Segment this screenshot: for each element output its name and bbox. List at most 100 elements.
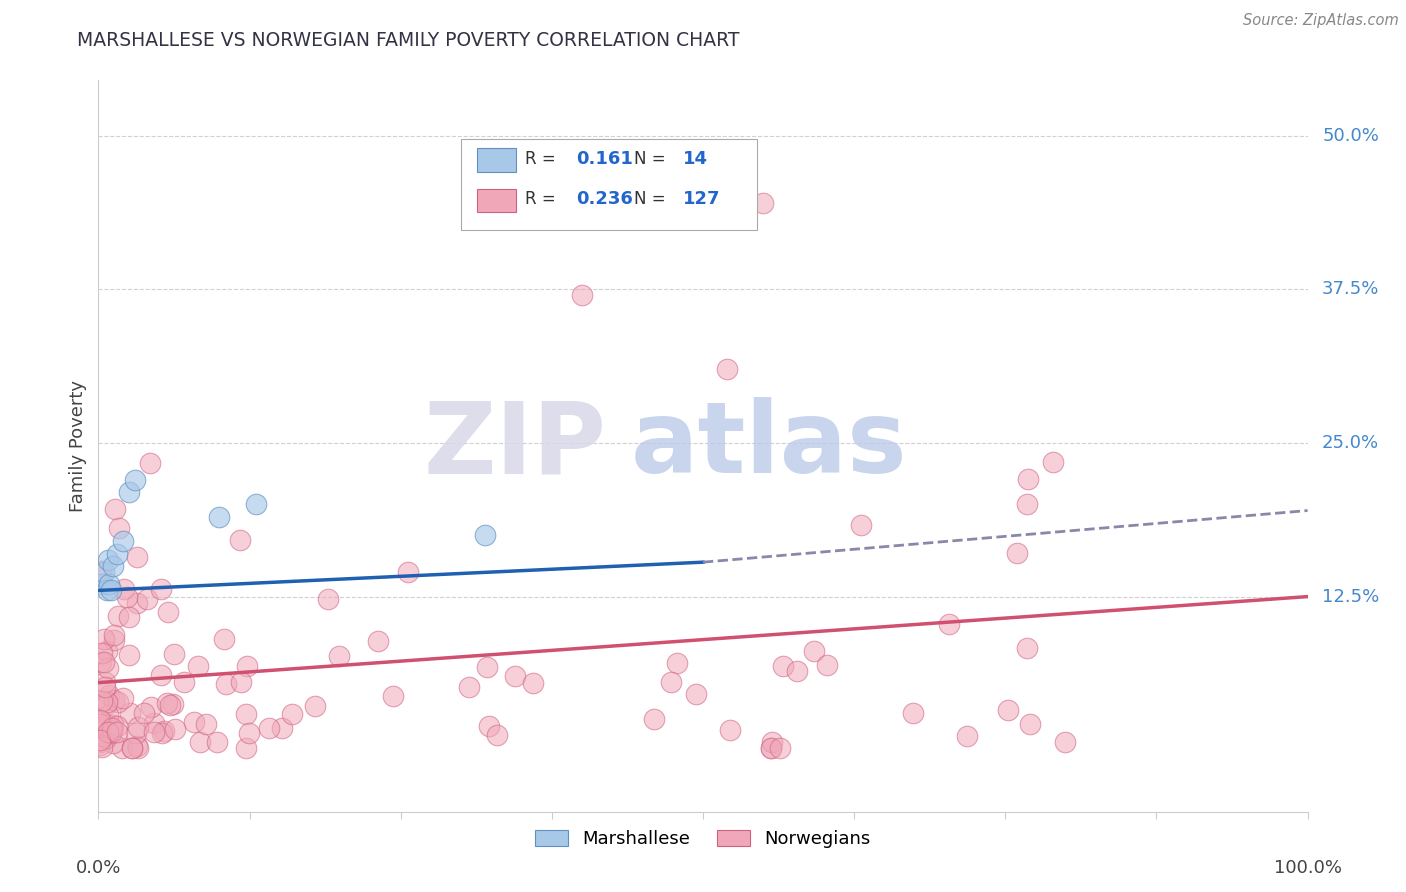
Point bbox=[328, 649, 350, 664]
Point bbox=[475, 660, 498, 674]
Point bbox=[101, 735, 124, 749]
Point bbox=[685, 688, 707, 702]
Point bbox=[111, 534, 134, 549]
Point bbox=[304, 698, 326, 713]
Point bbox=[1018, 717, 1040, 731]
Point bbox=[97, 552, 120, 566]
Point bbox=[96, 697, 118, 711]
Point bbox=[316, 592, 339, 607]
Point bbox=[142, 724, 165, 739]
Point bbox=[104, 502, 127, 516]
Point bbox=[118, 485, 141, 500]
Point bbox=[997, 703, 1019, 717]
Text: 12.5%: 12.5% bbox=[1322, 588, 1379, 606]
Point bbox=[485, 728, 508, 742]
Point bbox=[720, 723, 742, 737]
Point bbox=[127, 740, 149, 755]
Text: 37.5%: 37.5% bbox=[1322, 280, 1379, 298]
Point bbox=[215, 677, 238, 691]
Point bbox=[94, 716, 117, 731]
Point bbox=[571, 288, 593, 302]
Point bbox=[214, 632, 236, 646]
Point bbox=[761, 740, 783, 755]
Point bbox=[90, 646, 112, 660]
Point bbox=[478, 718, 501, 732]
Point bbox=[100, 725, 122, 739]
Point bbox=[89, 713, 111, 727]
Point bbox=[772, 659, 794, 673]
Text: 127: 127 bbox=[682, 190, 720, 208]
Point bbox=[149, 668, 172, 682]
Point bbox=[107, 608, 129, 623]
Point bbox=[666, 657, 689, 671]
Point bbox=[815, 657, 838, 672]
Point bbox=[96, 731, 118, 746]
Point bbox=[112, 582, 135, 597]
FancyBboxPatch shape bbox=[477, 148, 516, 171]
Point bbox=[89, 734, 111, 748]
Point bbox=[162, 697, 184, 711]
Point bbox=[1042, 455, 1064, 469]
Point bbox=[1005, 546, 1028, 560]
Point bbox=[235, 740, 257, 755]
Point bbox=[94, 680, 117, 694]
Point bbox=[108, 521, 131, 535]
Point bbox=[139, 700, 162, 714]
Text: 0.0%: 0.0% bbox=[76, 859, 121, 877]
Point bbox=[105, 725, 128, 739]
Point bbox=[396, 566, 419, 580]
Text: R =: R = bbox=[526, 190, 561, 208]
FancyBboxPatch shape bbox=[461, 139, 758, 230]
Point bbox=[93, 565, 115, 579]
Point bbox=[101, 558, 124, 573]
Point bbox=[134, 706, 156, 720]
Point bbox=[381, 689, 404, 703]
Point bbox=[117, 590, 139, 604]
Point bbox=[159, 698, 181, 712]
Point bbox=[118, 610, 141, 624]
Point bbox=[93, 632, 115, 646]
Text: 14: 14 bbox=[682, 150, 707, 168]
Point bbox=[156, 696, 179, 710]
Point bbox=[107, 695, 129, 709]
Point bbox=[150, 726, 173, 740]
Point bbox=[187, 659, 209, 673]
Point bbox=[90, 655, 112, 669]
Point bbox=[245, 497, 267, 511]
Point bbox=[786, 664, 808, 678]
Text: MARSHALLESE VS NORWEGIAN FAMILY POVERTY CORRELATION CHART: MARSHALLESE VS NORWEGIAN FAMILY POVERTY … bbox=[77, 31, 740, 50]
Point bbox=[474, 528, 496, 542]
Point bbox=[98, 577, 121, 591]
Point bbox=[208, 509, 231, 524]
Point bbox=[97, 688, 120, 702]
Point bbox=[152, 723, 174, 738]
Point bbox=[101, 717, 124, 731]
FancyBboxPatch shape bbox=[477, 188, 516, 212]
Text: atlas: atlas bbox=[630, 398, 907, 494]
Text: Source: ZipAtlas.com: Source: ZipAtlas.com bbox=[1243, 13, 1399, 29]
Point bbox=[118, 706, 141, 720]
Point bbox=[111, 690, 134, 705]
Point bbox=[90, 739, 112, 754]
Point bbox=[118, 648, 141, 662]
Point bbox=[257, 721, 280, 735]
Point bbox=[367, 633, 389, 648]
Point bbox=[503, 669, 526, 683]
Point bbox=[157, 605, 180, 619]
Point bbox=[1053, 735, 1076, 749]
Point bbox=[769, 740, 792, 755]
Point bbox=[270, 721, 292, 735]
Point bbox=[752, 196, 775, 211]
Legend: Marshallese, Norwegians: Marshallese, Norwegians bbox=[529, 822, 877, 855]
Point bbox=[139, 456, 162, 470]
Point bbox=[97, 661, 120, 675]
Point bbox=[125, 725, 148, 739]
Y-axis label: Family Poverty: Family Poverty bbox=[69, 380, 87, 512]
Point bbox=[229, 533, 252, 547]
Point bbox=[90, 564, 112, 578]
Point bbox=[127, 596, 149, 610]
Point bbox=[803, 644, 825, 658]
Point bbox=[163, 647, 186, 661]
Point bbox=[91, 729, 114, 743]
Point bbox=[643, 712, 665, 726]
